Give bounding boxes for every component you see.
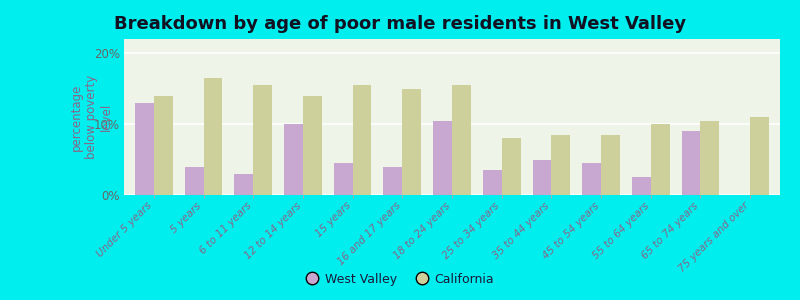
- Bar: [483, 170, 502, 195]
- Bar: [682, 131, 701, 195]
- Bar: [303, 96, 322, 195]
- Bar: [185, 167, 203, 195]
- Text: Breakdown by age of poor male residents in West Valley: Breakdown by age of poor male residents …: [114, 15, 686, 33]
- Bar: [533, 160, 551, 195]
- Bar: [334, 163, 353, 195]
- Bar: [383, 167, 402, 195]
- Bar: [551, 135, 570, 195]
- Bar: [284, 124, 303, 195]
- Bar: [601, 135, 620, 195]
- Bar: [203, 78, 222, 195]
- Bar: [632, 177, 650, 195]
- Bar: [452, 85, 471, 195]
- Bar: [650, 124, 670, 195]
- Bar: [582, 163, 601, 195]
- Bar: [254, 85, 272, 195]
- Legend: West Valley, California: West Valley, California: [301, 268, 499, 291]
- Bar: [154, 96, 173, 195]
- Bar: [234, 174, 254, 195]
- Bar: [135, 103, 154, 195]
- Bar: [701, 121, 719, 195]
- Bar: [402, 88, 421, 195]
- Bar: [502, 138, 521, 195]
- Bar: [433, 121, 452, 195]
- Bar: [750, 117, 769, 195]
- Bar: [353, 85, 371, 195]
- Y-axis label: percentage
below poverty
level: percentage below poverty level: [70, 75, 113, 159]
